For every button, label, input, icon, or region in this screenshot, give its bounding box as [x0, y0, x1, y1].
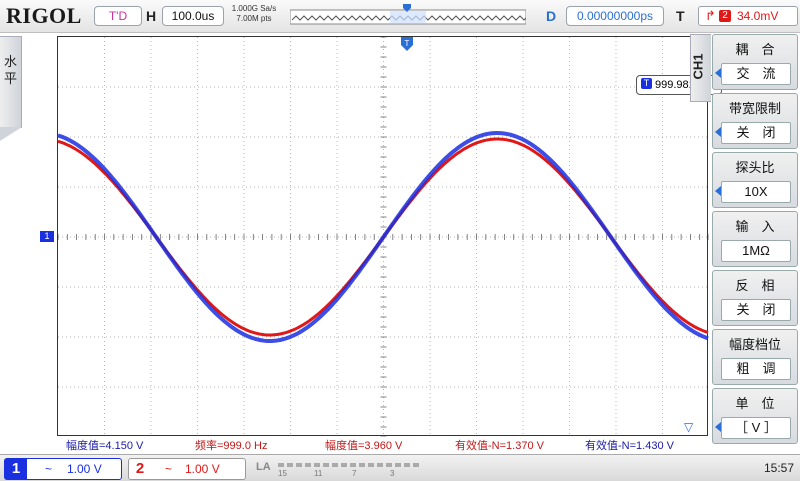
- trigger-setting[interactable]: ↱ 2 34.0mV: [698, 6, 798, 26]
- horizontal-tab-label-2: 平: [3, 71, 17, 86]
- menu-value: 粗 调: [721, 358, 791, 380]
- measurement-ch1-rms: 有效值-N=1.430 V: [585, 440, 674, 452]
- left-arrow-icon: [715, 422, 721, 432]
- memory-depth: 7.00M pts: [236, 14, 272, 23]
- measurement-ch2-amplitude: 幅度值=3.960 V: [325, 440, 403, 452]
- trigger-marker-icon: T: [401, 37, 413, 51]
- ac-coupling-icon: ~: [45, 462, 53, 476]
- menu-title: 单 位: [735, 396, 775, 411]
- delay-label: D: [546, 8, 557, 24]
- la-tick-11: 11: [314, 469, 323, 478]
- sample-rate: 1.000G Sa/s: [231, 4, 277, 13]
- timebase-value[interactable]: 100.0us: [162, 6, 224, 26]
- horizontal-label: H: [146, 8, 157, 24]
- menu-value: ［ V ］: [721, 417, 791, 439]
- sample-info: 1.000G Sa/s 7.00M pts: [230, 4, 278, 24]
- rigol-logo: RIGOL: [6, 3, 82, 28]
- waveform-grid: [58, 37, 709, 437]
- trigger-level: 34.0mV: [737, 9, 779, 23]
- ch1-scale: 1.00 V: [67, 462, 102, 476]
- ch1-ground-marker[interactable]: 1: [40, 231, 54, 242]
- trigger-source: 2: [719, 10, 731, 22]
- left-arrow-icon: [715, 127, 721, 137]
- logic-analyzer-status[interactable]: LA 15 11 7 3: [252, 458, 452, 478]
- trigger-level-marker-icon: ▽: [684, 420, 694, 434]
- ch2-number: 2: [135, 460, 145, 477]
- menu-coupling[interactable]: 耦 合交 流: [712, 34, 798, 90]
- svg-text:T: T: [405, 39, 410, 48]
- trigger-label: T: [676, 8, 685, 24]
- ch1-status[interactable]: 1 ~ 1.00 V: [4, 458, 122, 480]
- menu-value: 交 流: [721, 63, 791, 85]
- menu-value: 关 闭: [721, 122, 791, 144]
- menu-value: 10X: [721, 181, 791, 203]
- trigger-status: T'D: [94, 6, 142, 26]
- ch2-status[interactable]: 2 ~ 1.00 V: [128, 458, 246, 480]
- menu-probe-ratio[interactable]: 探头比 10X: [712, 152, 798, 208]
- menu-input-impedance[interactable]: 输 入 1MΩ: [712, 211, 798, 267]
- menu-title: 幅度档位: [728, 337, 781, 352]
- menu-value: 关 闭: [721, 299, 791, 321]
- memory-overview-bar[interactable]: [289, 4, 541, 26]
- memory-overview-graphic: [289, 4, 541, 25]
- ch2-scale: 1.00 V: [185, 462, 220, 476]
- la-label: LA: [256, 461, 271, 473]
- ch1-number: 1: [5, 459, 27, 479]
- menu-title: 带宽限制: [728, 101, 781, 116]
- trigger-position-marker[interactable]: T: [401, 37, 413, 51]
- la-channel-indicators: [278, 463, 419, 467]
- measurement-ch2-rms: 有效值-N=1.370 V: [455, 440, 544, 452]
- horizontal-tab-label-1: 水: [3, 54, 17, 69]
- la-tick-3: 3: [390, 469, 395, 478]
- delay-value[interactable]: 0.00000000ps: [566, 6, 664, 26]
- la-tick-15: 15: [278, 469, 287, 478]
- counter-icon: T: [641, 78, 652, 89]
- ac-coupling-icon: ~: [165, 462, 173, 476]
- menu-title: 反 相: [735, 278, 775, 293]
- menu-unit[interactable]: 单 位 ［ V ］: [712, 388, 798, 444]
- left-arrow-icon: [715, 68, 721, 78]
- channel-menu: 耦 合交 流 带宽限制关 闭 探头比 10X 输 入 1MΩ 反 相关 闭 幅度档位…: [712, 34, 798, 447]
- measurement-ch1-amplitude: 幅度值=4.150 V: [66, 440, 144, 452]
- status-bar: RIGOL T'D H 100.0us 1.000G Sa/s 7.00M pt…: [0, 0, 800, 33]
- ch1-waveform: [58, 131, 709, 343]
- waveform-display[interactable]: T 999.981 Hz T ▽: [57, 36, 722, 437]
- measurement-ch2-frequency: 频率=999.0 Hz: [195, 440, 268, 452]
- left-arrow-icon: [715, 186, 721, 196]
- menu-invert[interactable]: 反 相关 闭: [712, 270, 798, 326]
- menu-title: 输 入: [735, 219, 775, 234]
- ch1-menu-tab[interactable]: CH1: [690, 34, 711, 102]
- horizontal-menu-tab[interactable]: 水 平: [0, 36, 22, 141]
- menu-bandwidth-limit[interactable]: 带宽限制关 闭: [712, 93, 798, 149]
- la-tick-7: 7: [352, 469, 357, 478]
- menu-title: 探头比: [735, 160, 775, 175]
- channel-status-bar: 1 ~ 1.00 V 2 ~ 1.00 V LA 15 11 7 3 15:57: [0, 454, 800, 481]
- clock: 15:57: [764, 461, 795, 475]
- ch1-tab-label: CH1: [690, 53, 706, 80]
- menu-title: 耦 合: [735, 42, 775, 57]
- rising-edge-icon: ↱: [705, 8, 716, 23]
- menu-value: 1MΩ: [721, 240, 791, 262]
- menu-volts-scale[interactable]: 幅度档位粗 调: [712, 329, 798, 385]
